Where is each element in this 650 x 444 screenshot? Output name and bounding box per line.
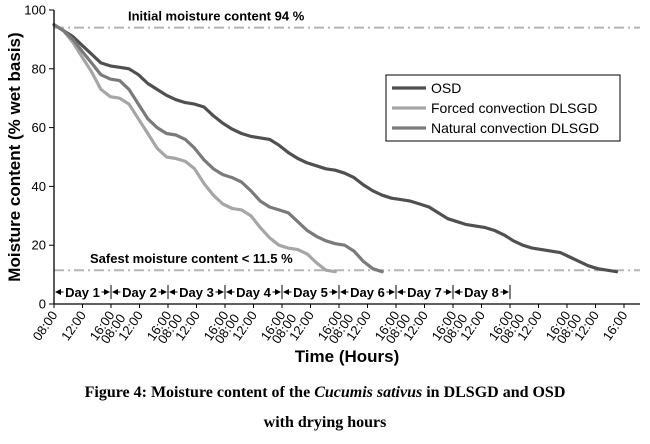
day-arrow-right xyxy=(161,289,167,295)
day-arrow-left xyxy=(283,289,289,295)
y-tick-label: 60 xyxy=(32,120,46,135)
y-axis-title: Moisture content (% wet basis) xyxy=(5,32,24,281)
y-tick-label: 40 xyxy=(32,179,46,194)
legend-label: Natural convection DLSGD xyxy=(431,120,599,136)
day-arrow-left xyxy=(397,289,403,295)
day-label: Day 6 xyxy=(350,285,385,300)
day-label: Day 5 xyxy=(293,285,328,300)
day-label: Day 4 xyxy=(236,285,271,300)
day-arrow-right xyxy=(446,289,452,295)
caption-text-start: Figure 4: Moisture content of the xyxy=(84,384,315,401)
x-axis-title: Time (Hours) xyxy=(295,347,400,366)
day-arrow-left xyxy=(226,289,232,295)
series-line xyxy=(52,23,384,274)
day-arrow-right xyxy=(275,289,281,295)
x-tick-label: 12:00 xyxy=(58,308,89,343)
reference-label: Initial moisture content 94 % xyxy=(128,9,305,24)
day-arrow-right xyxy=(218,289,224,295)
caption-line-1: Figure 4: Moisture content of the Cucumi… xyxy=(0,384,650,402)
day-label: Day 1 xyxy=(65,285,100,300)
day-label: Day 2 xyxy=(122,285,157,300)
x-tick-label: 16:00 xyxy=(600,308,631,343)
series-line xyxy=(52,23,619,274)
day-label: Day 8 xyxy=(464,285,499,300)
day-arrow-left xyxy=(55,289,61,295)
x-tick-label: 08:00 xyxy=(30,308,61,343)
day-arrow-right xyxy=(503,289,509,295)
day-arrow-left xyxy=(112,289,118,295)
y-tick-label: 0 xyxy=(39,297,46,312)
y-tick-label: 80 xyxy=(32,61,46,76)
caption-text-end: in DLSGD and OSD xyxy=(422,384,566,401)
series-line xyxy=(52,23,337,274)
day-arrow-right xyxy=(104,289,110,295)
day-arrow-left xyxy=(169,289,175,295)
legend-label: OSD xyxy=(431,80,461,96)
day-arrow-left xyxy=(340,289,346,295)
day-arrow-right xyxy=(332,289,338,295)
caption-line-2: with drying hours xyxy=(263,414,387,431)
caption-species: Cucumis sativus xyxy=(314,384,423,401)
legend-label: Forced convection DLSGD xyxy=(431,100,598,116)
moisture-chart: Initial moisture content 94 % Safest mois… xyxy=(5,3,640,366)
y-tick-label: 20 xyxy=(32,238,46,253)
plot-area: Initial moisture content 94 % Safest mois… xyxy=(5,3,640,366)
day-arrow-right xyxy=(389,289,395,295)
reference-label: Safest moisture content < 11.5 % xyxy=(90,251,293,266)
y-tick-label: 100 xyxy=(24,3,46,18)
day-label: Day 3 xyxy=(179,285,214,300)
day-arrow-left xyxy=(454,289,460,295)
day-label: Day 7 xyxy=(407,285,442,300)
